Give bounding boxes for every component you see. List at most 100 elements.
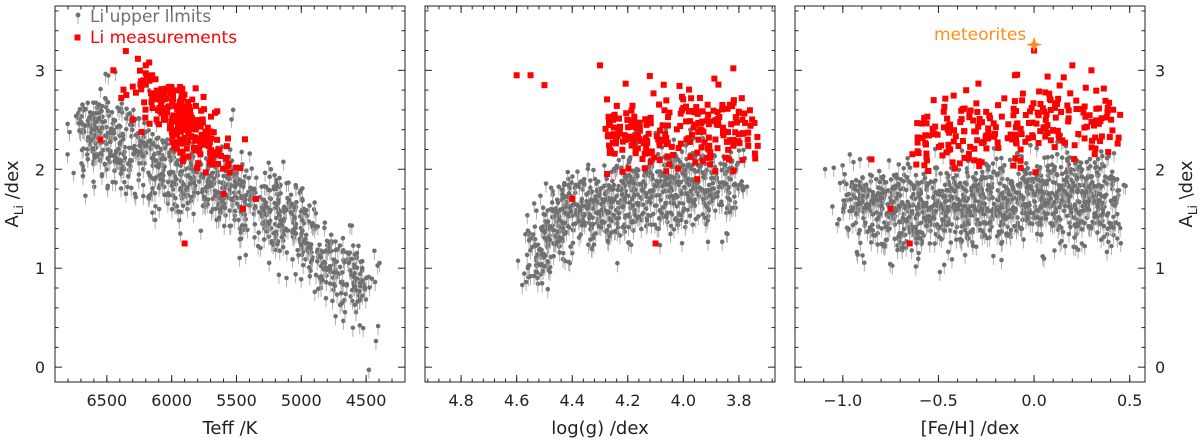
measurement-point bbox=[205, 143, 212, 150]
measurement-point bbox=[200, 93, 207, 100]
measurement-point bbox=[177, 140, 184, 147]
upper-limit-point bbox=[556, 217, 562, 222]
upper-limit-point bbox=[209, 183, 215, 188]
upper-limit-point bbox=[264, 204, 270, 210]
upper-limit-point bbox=[160, 163, 165, 168]
measurement-point bbox=[677, 122, 684, 129]
upper-limit-point bbox=[65, 152, 70, 157]
upper-limit-point bbox=[128, 185, 134, 191]
measurement-point bbox=[153, 87, 160, 94]
upper-limit-point bbox=[241, 184, 246, 190]
upper-limit-point bbox=[85, 147, 90, 152]
upper-limit-point bbox=[140, 153, 146, 159]
upper-limit-point bbox=[312, 223, 318, 228]
upper-limit-point bbox=[102, 133, 108, 138]
upper-limit-point bbox=[554, 209, 560, 214]
upper-limit-point bbox=[136, 116, 142, 121]
upper-limit-point bbox=[107, 159, 113, 165]
upper-limit-point bbox=[154, 144, 159, 149]
upper-limit-point bbox=[352, 302, 358, 308]
measurement-point bbox=[123, 92, 130, 99]
upper-limit-point bbox=[660, 189, 666, 195]
measurement-point bbox=[233, 164, 240, 171]
x-tick-label: −0.5 bbox=[919, 391, 958, 410]
measurement-point bbox=[730, 65, 737, 72]
measurement-point bbox=[663, 97, 670, 104]
measurement-point bbox=[160, 86, 167, 93]
measurement-point bbox=[749, 116, 756, 123]
upper-limit-point bbox=[350, 325, 356, 331]
upper-limit-point bbox=[80, 173, 86, 179]
upper-limit-point bbox=[294, 199, 299, 205]
upper-limit-point bbox=[293, 182, 298, 188]
measurement-point bbox=[644, 138, 651, 145]
upper-limit-point bbox=[626, 224, 631, 230]
upper-limit-point bbox=[576, 219, 582, 224]
upper-limit-point bbox=[713, 208, 718, 213]
measurement-point bbox=[157, 108, 164, 115]
upper-limit-point bbox=[234, 170, 240, 176]
upper-limit-point bbox=[661, 204, 666, 210]
upper-limit-point bbox=[247, 151, 253, 156]
upper-limit-point bbox=[288, 192, 294, 198]
measurement-point bbox=[695, 119, 702, 126]
x-tick-label: 4500 bbox=[346, 391, 387, 410]
measurement-point bbox=[187, 125, 194, 132]
upper-limit-point bbox=[178, 178, 184, 184]
upper-limit-point bbox=[566, 190, 572, 196]
x-tick-label: 5500 bbox=[216, 391, 257, 410]
measurement-point bbox=[142, 106, 149, 113]
upper-limit-point bbox=[692, 167, 697, 173]
upper-limit-point bbox=[303, 232, 309, 238]
upper-limit-point bbox=[113, 136, 118, 141]
upper-limit-point bbox=[292, 231, 297, 236]
upper-limit-point bbox=[650, 211, 656, 217]
measurement-point bbox=[224, 135, 231, 142]
upper-limit-point bbox=[105, 185, 110, 191]
upper-limit-point bbox=[685, 164, 690, 169]
measurement-point bbox=[241, 136, 248, 143]
upper-limit-point bbox=[109, 109, 115, 115]
upper-limit-point bbox=[350, 298, 355, 304]
upper-limit-point bbox=[296, 252, 301, 258]
measurement-point bbox=[180, 154, 187, 161]
y-tick-label: 3 bbox=[1155, 61, 1165, 80]
measurement-point bbox=[142, 81, 149, 88]
upper-limit-point bbox=[221, 223, 227, 229]
upper-limit-point bbox=[599, 207, 604, 213]
upper-limit-point bbox=[227, 208, 232, 213]
upper-limit-point bbox=[545, 258, 550, 264]
measurement-point bbox=[192, 102, 199, 109]
upper-limit-point bbox=[295, 247, 300, 253]
upper-limit-point bbox=[198, 228, 204, 234]
upper-limit-point bbox=[659, 173, 664, 178]
measurement-point bbox=[180, 117, 187, 124]
upper-limit-point bbox=[588, 237, 593, 242]
upper-limit-point bbox=[333, 274, 339, 280]
upper-limit-point bbox=[556, 184, 562, 189]
upper-limit-point bbox=[129, 145, 135, 150]
upper-limit-point bbox=[98, 86, 103, 92]
measurement-point bbox=[612, 140, 619, 147]
upper-limit-point bbox=[352, 275, 357, 280]
upper-limit-point bbox=[590, 215, 595, 220]
upper-limit-point bbox=[240, 178, 246, 184]
upper-limit-point bbox=[249, 186, 255, 192]
upper-limit-point bbox=[739, 179, 745, 184]
measurement-point bbox=[176, 115, 183, 122]
x-tick-label: 0.0 bbox=[1021, 391, 1046, 410]
upper-limit-point bbox=[551, 253, 556, 259]
upper-limit-point bbox=[327, 266, 333, 272]
measurement-point bbox=[178, 90, 185, 97]
y-tick-label: 1 bbox=[35, 259, 45, 278]
upper-limit-point bbox=[334, 259, 340, 264]
upper-limit-point bbox=[290, 257, 295, 262]
upper-limit-point bbox=[150, 163, 156, 169]
upper-limit-point bbox=[645, 221, 650, 227]
upper-limit-point bbox=[601, 199, 606, 205]
measurement-point bbox=[192, 85, 199, 92]
upper-limit-point bbox=[372, 279, 378, 285]
upper-limit-point bbox=[122, 179, 127, 185]
upper-limit-point bbox=[631, 181, 637, 186]
upper-limit-point bbox=[573, 182, 579, 188]
